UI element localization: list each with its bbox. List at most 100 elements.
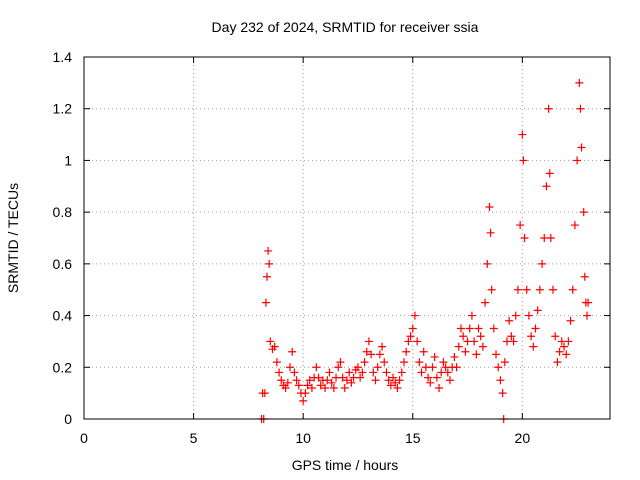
data-point (367, 350, 376, 359)
data-point (386, 381, 395, 390)
data-point (485, 202, 494, 211)
data-point (459, 332, 468, 341)
data-point (283, 378, 292, 387)
data-point (299, 396, 308, 405)
data-point (397, 368, 406, 377)
data-point (389, 373, 398, 382)
data-point (549, 285, 558, 294)
data-point (391, 378, 400, 387)
data-point (404, 337, 413, 346)
data-point (305, 376, 314, 385)
data-point (307, 383, 316, 392)
data-point (265, 259, 274, 268)
data-point (555, 347, 564, 356)
data-point (343, 376, 351, 385)
data-point (399, 358, 408, 367)
data-point (465, 324, 474, 333)
data-point (345, 368, 354, 377)
data-point (511, 311, 520, 320)
data-point (334, 363, 343, 372)
data-point (260, 389, 269, 398)
data-point (272, 358, 281, 367)
data-point (535, 285, 544, 294)
data-point (481, 298, 490, 307)
data-point (266, 337, 275, 346)
data-point (439, 358, 448, 367)
data-point (281, 383, 290, 392)
data-point (327, 378, 336, 387)
data-point (579, 208, 588, 217)
data-point (513, 285, 522, 294)
data-point (520, 234, 529, 242)
axis-ticks (83, 56, 610, 420)
data-point (323, 376, 332, 385)
data-point (476, 332, 485, 341)
data-point (338, 373, 347, 382)
data-point (486, 228, 495, 237)
y-tick-label: 0.4 (53, 308, 73, 324)
data-point (340, 383, 349, 392)
data-point (286, 363, 295, 372)
data-point (329, 383, 338, 392)
data-point (301, 389, 310, 398)
data-point (321, 383, 330, 392)
chart-title: Day 232 of 2024, SRMTID for receiver ssi… (212, 19, 479, 35)
data-point (393, 383, 402, 392)
data-point (378, 342, 387, 351)
data-point (443, 368, 452, 377)
data-point (478, 342, 487, 351)
data-point (432, 373, 441, 382)
data-point (527, 332, 536, 341)
data-point (382, 368, 391, 377)
data-point (356, 373, 365, 382)
data-point (452, 363, 461, 372)
data-point (582, 311, 591, 320)
data-point (545, 169, 554, 178)
x-tick-label: 5 (190, 430, 198, 446)
x-tick-label: 0 (80, 430, 88, 446)
data-point (518, 130, 527, 139)
data-point (509, 337, 518, 346)
gridlines (84, 57, 610, 419)
data-point (362, 347, 371, 356)
data-point (314, 373, 323, 382)
data-point (336, 358, 345, 367)
data-point (360, 358, 369, 367)
data-point (415, 358, 424, 367)
data-point (424, 373, 433, 382)
data-point (483, 259, 492, 268)
data-point (522, 285, 531, 294)
tick-labels: 0 5 10 15 20 0 0.2 0.4 0.6 0.8 1 1.2 1.4 (53, 49, 531, 446)
data-point (450, 352, 459, 361)
data-point (562, 350, 571, 359)
data-point (461, 347, 470, 356)
data-point (566, 316, 575, 325)
data-point (498, 389, 507, 398)
data-point (384, 376, 393, 385)
data-point (446, 376, 455, 385)
data-point (542, 182, 551, 191)
data-point (426, 378, 435, 387)
data-point (570, 221, 579, 230)
y-tick-label: 1.2 (53, 101, 73, 117)
data-point (576, 104, 585, 113)
data-point (470, 337, 479, 346)
data-point (364, 337, 373, 346)
data-point (303, 381, 312, 390)
data-point (373, 363, 382, 372)
data-point (263, 272, 272, 281)
data-point (435, 383, 444, 392)
data-point (288, 347, 297, 356)
data-point (294, 381, 303, 390)
x-tick-label: 20 (515, 430, 531, 446)
data-point (531, 324, 540, 333)
y-axis-title: SRMTID / TECUs (5, 183, 21, 293)
data-point (380, 358, 389, 367)
data-point (507, 332, 516, 341)
data-point (538, 259, 547, 268)
data-point (489, 324, 498, 333)
data-point (371, 376, 380, 385)
data-point (568, 285, 577, 294)
data-point (347, 378, 356, 387)
